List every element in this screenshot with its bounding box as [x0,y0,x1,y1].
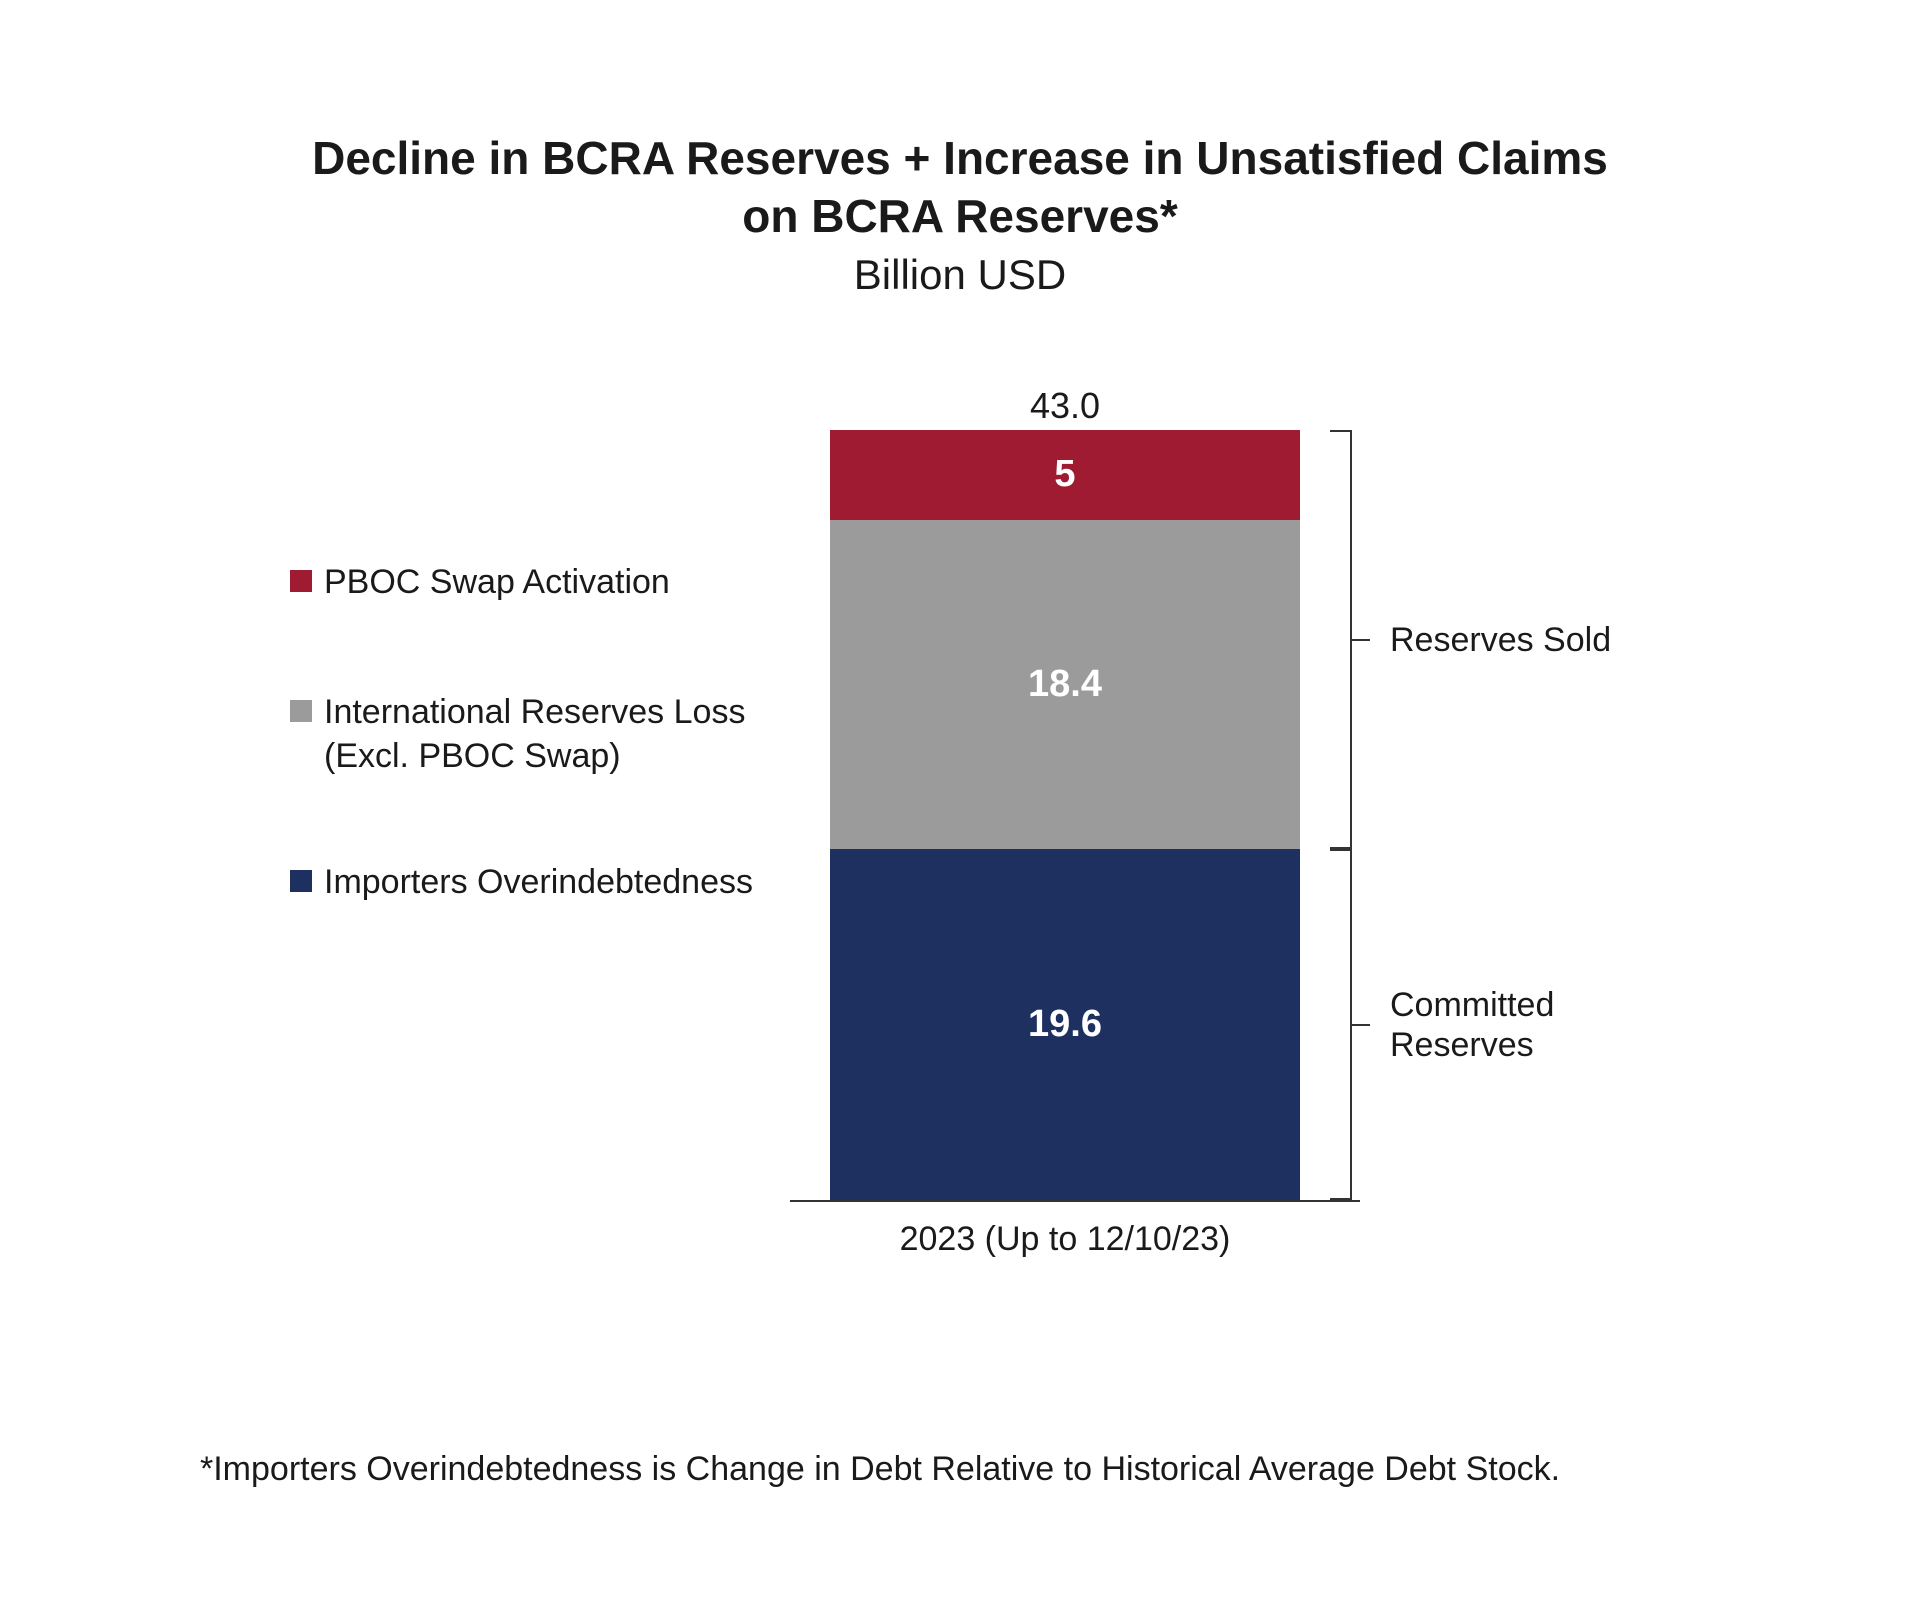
bar-segment-importers_over: 19.6 [830,849,1300,1200]
title-line-2: on BCRA Reserves* [0,188,1920,246]
bracket-tick-1 [1350,1024,1370,1026]
chart-area: PBOC Swap Activation International Reserv… [290,430,1630,1300]
bracket-label-1: Committed Reserves [1390,985,1554,1067]
bracket-tick-0 [1350,639,1370,641]
bar-segment-intl_reserves: 18.4 [830,520,1300,849]
chart-subtitle: Billion USD [0,251,1920,299]
bar-segment-label-pboc_swap: 5 [1054,453,1075,496]
bracket-1 [1330,849,1352,1200]
legend-text-importers_over: Importers Overindebtedness [324,860,753,904]
legend-swatch-importers_over [290,870,312,892]
stacked-bar-plot: 43.0 518.419.6 [830,430,1300,1200]
bracket-label-0: Reserves Sold [1390,620,1611,661]
title-line-1: Decline in BCRA Reserves + Increase in U… [0,130,1920,188]
bracket-0 [1330,430,1352,849]
legend-text-pboc_swap: PBOC Swap Activation [324,560,670,604]
bar-segment-label-intl_reserves: 18.4 [1028,663,1102,706]
legend-swatch-intl_reserves [290,700,312,722]
x-axis-category-label: 2023 (Up to 12/10/23) [830,1220,1300,1259]
legend-item-pboc_swap: PBOC Swap Activation [290,560,670,604]
legend-item-importers_over: Importers Overindebtedness [290,860,753,904]
bar-segment-pboc_swap: 5 [830,430,1300,520]
x-axis-line [790,1200,1360,1202]
figure-container: Decline in BCRA Reserves + Increase in U… [0,0,1920,1615]
title-block: Decline in BCRA Reserves + Increase in U… [0,130,1920,299]
legend-item-intl_reserves: International Reserves Loss (Excl. PBOC … [290,690,745,778]
legend-text-intl_reserves: International Reserves Loss (Excl. PBOC … [324,690,745,778]
bar-total-label: 43.0 [830,385,1300,427]
bar-segment-label-importers_over: 19.6 [1028,1003,1102,1046]
footnote-text: *Importers Overindebtedness is Change in… [200,1450,1560,1489]
legend-swatch-pboc_swap [290,570,312,592]
